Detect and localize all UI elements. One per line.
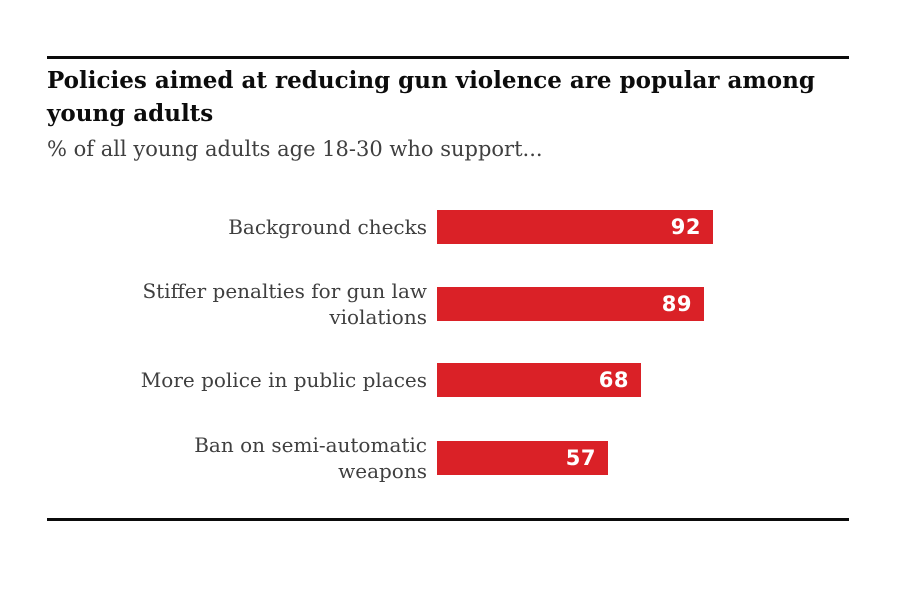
- value-label: 57: [565, 446, 596, 470]
- value-label: 92: [670, 215, 701, 239]
- top-rule: [47, 56, 849, 59]
- chart-title: Policies aimed at reducing gun violence …: [47, 67, 815, 127]
- bar: 92: [437, 210, 713, 244]
- value-label: 68: [598, 368, 629, 392]
- category-label: Background checks: [228, 215, 427, 239]
- value-label: 89: [661, 292, 692, 316]
- category-label: More police in public places: [140, 368, 427, 392]
- bar: 57: [437, 441, 608, 475]
- chart-subtitle: % of all young adults age 18-30 who supp…: [47, 137, 543, 161]
- category-label: Ban on semi-automatic weapons: [194, 433, 427, 483]
- bar: 89: [437, 287, 704, 321]
- bottom-rule: [47, 518, 849, 521]
- bar: 68: [437, 363, 641, 397]
- category-label: Stiffer penalties for gun law violations: [142, 279, 427, 329]
- chart-row: Ban on semi-automatic weapons 57: [97, 433, 608, 483]
- chart-row: Background checks 92: [97, 210, 713, 244]
- chart-row: More police in public places 68: [97, 363, 641, 397]
- chart-row: Stiffer penalties for gun law violations…: [97, 279, 704, 329]
